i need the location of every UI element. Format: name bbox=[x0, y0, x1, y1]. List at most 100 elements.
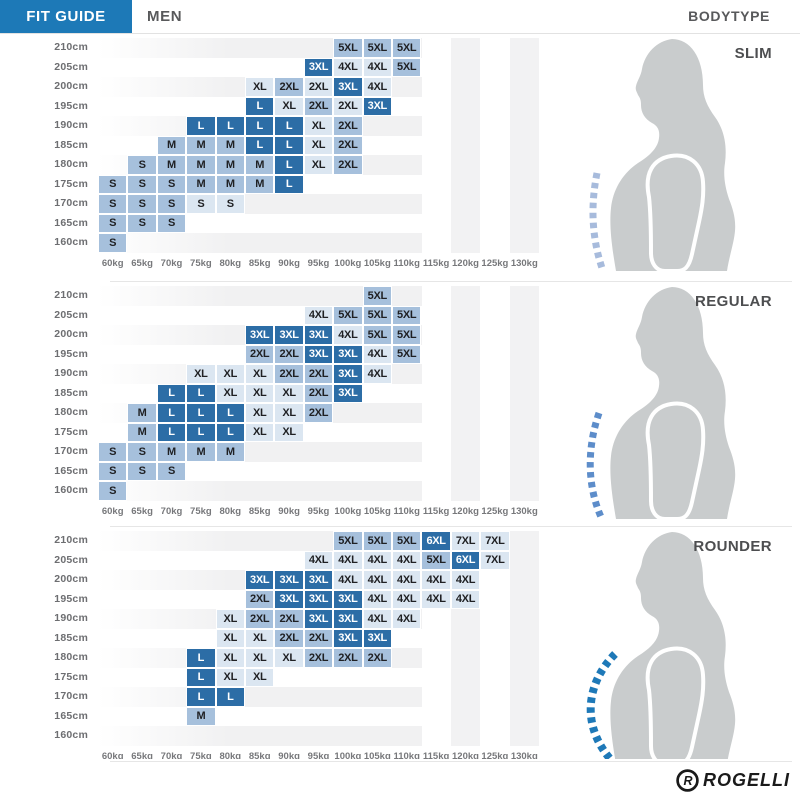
height-label: 180cm bbox=[54, 406, 88, 418]
size-cell: 4XL bbox=[421, 570, 451, 590]
size-cell: 5XL bbox=[362, 38, 392, 58]
height-label: 190cm bbox=[54, 119, 88, 131]
height-label: 205cm bbox=[54, 60, 88, 73]
size-cell: 5XL bbox=[362, 286, 392, 306]
weight-label: 70kg bbox=[160, 751, 183, 759]
height-label: 200cm bbox=[54, 328, 88, 340]
size-cell: 5XL bbox=[333, 305, 363, 325]
height-label: 195cm bbox=[54, 592, 88, 605]
size-cell: 3XL bbox=[362, 96, 392, 116]
size-cell: 4XL bbox=[392, 550, 422, 570]
size-cell: L bbox=[186, 687, 216, 707]
weight-label: 80kg bbox=[219, 258, 242, 269]
size-cell: 5XL bbox=[392, 305, 422, 325]
grid-column-band bbox=[480, 38, 510, 253]
size-cell: S bbox=[215, 194, 245, 214]
weight-label: 110kg bbox=[393, 506, 420, 517]
size-cell: 2XL bbox=[274, 628, 304, 648]
body-silhouette-regular bbox=[575, 283, 800, 523]
size-cell: 3XL bbox=[333, 628, 363, 648]
size-cell: 5XL bbox=[333, 531, 363, 551]
weight-label: 120kg bbox=[452, 506, 479, 517]
size-cell: XL bbox=[274, 383, 304, 403]
grid-row-stripe bbox=[98, 286, 422, 306]
size-cell: S bbox=[127, 213, 157, 233]
weight-label: 75kg bbox=[190, 751, 212, 759]
height-label: 170cm bbox=[54, 690, 88, 702]
size-cell: XL bbox=[245, 422, 275, 442]
panel-divider bbox=[110, 281, 792, 282]
height-label: 175cm bbox=[54, 425, 88, 438]
size-cell: XL bbox=[303, 155, 334, 175]
rogelli-logo: R ROGELLI bbox=[675, 768, 790, 793]
size-cell: M bbox=[186, 442, 216, 462]
size-cell: 3XL bbox=[333, 609, 363, 629]
size-cell: 5XL bbox=[392, 38, 422, 58]
size-cell: S bbox=[156, 194, 187, 214]
body-silhouette-rounder bbox=[575, 528, 800, 759]
size-cell: XL bbox=[215, 667, 245, 687]
height-label: 165cm bbox=[54, 464, 88, 477]
size-cell: 4XL bbox=[362, 589, 392, 609]
size-cell: L bbox=[156, 403, 187, 423]
panel-regular: 210cm 5XL 205cm 4XL 5XL 5XL 5XL 200cm 3XL 3XL 3XL 4… bbox=[0, 283, 800, 523]
height-label: 165cm bbox=[54, 216, 88, 229]
weight-label: 125kg bbox=[481, 751, 509, 759]
size-cell: 4XL bbox=[362, 570, 392, 590]
size-cell: 4XL bbox=[362, 609, 392, 629]
size-cell: M bbox=[186, 174, 216, 194]
weight-label: 60kg bbox=[101, 506, 124, 517]
grid-row-stripe bbox=[98, 687, 422, 707]
size-cell: S bbox=[156, 174, 187, 194]
size-cell: L bbox=[274, 174, 304, 194]
size-cell: XL bbox=[245, 648, 275, 668]
size-cell: 3XL bbox=[274, 325, 304, 345]
size-cell: L bbox=[186, 667, 216, 687]
weight-label: 110kg bbox=[393, 751, 420, 759]
size-cell: 3XL bbox=[303, 325, 334, 345]
size-cell: S bbox=[98, 461, 128, 481]
grid-column-band bbox=[450, 38, 481, 253]
size-cell: 2XL bbox=[245, 344, 275, 364]
weight-label: 120kg bbox=[452, 258, 479, 269]
size-cell: 4XL bbox=[362, 77, 392, 97]
size-cell: 5XL bbox=[333, 38, 363, 58]
size-cell: L bbox=[215, 116, 245, 136]
size-cell: M bbox=[215, 442, 245, 462]
weight-label: 75kg bbox=[190, 506, 212, 517]
size-grid-rounder: 210cm 5XL 5XL 5XL 6XL 7XL 7XL 205cm 4XL 4XL 4XL 4XL… bbox=[0, 531, 545, 759]
size-cell: XL bbox=[245, 364, 275, 384]
grid-column-band bbox=[509, 38, 539, 253]
size-cell: 3XL bbox=[333, 364, 363, 384]
size-cell: XL bbox=[245, 383, 275, 403]
size-cell: L bbox=[274, 116, 304, 136]
size-cell: 2XL bbox=[303, 628, 334, 648]
height-label: 200cm bbox=[54, 573, 88, 585]
height-label: 160cm bbox=[54, 236, 88, 248]
size-cell: XL bbox=[274, 96, 304, 116]
weight-label: 65kg bbox=[131, 751, 153, 759]
size-cell: 4XL bbox=[392, 570, 422, 590]
size-cell: 2XL bbox=[303, 96, 334, 116]
body-silhouette-slim bbox=[575, 35, 800, 275]
size-cell: 2XL bbox=[333, 155, 363, 175]
weight-label: 105kg bbox=[363, 751, 391, 759]
size-cell: 2XL bbox=[362, 648, 392, 668]
size-cell: 4XL bbox=[392, 589, 422, 609]
weight-label: 110kg bbox=[393, 258, 420, 269]
height-label: 175cm bbox=[54, 177, 88, 190]
height-label: 160cm bbox=[54, 729, 88, 741]
grid-column-band bbox=[450, 286, 481, 501]
size-cell: 3XL bbox=[333, 589, 363, 609]
weight-label: 90kg bbox=[278, 506, 300, 517]
height-label: 170cm bbox=[54, 445, 88, 457]
size-cell: XL bbox=[215, 648, 245, 668]
size-cell: M bbox=[186, 155, 216, 175]
size-cell: M bbox=[215, 135, 245, 155]
height-label: 185cm bbox=[54, 386, 88, 399]
size-cell: 2XL bbox=[303, 648, 334, 668]
size-cell: 4XL bbox=[450, 589, 481, 609]
weight-label: 90kg bbox=[278, 751, 300, 759]
size-cell: M bbox=[156, 135, 187, 155]
